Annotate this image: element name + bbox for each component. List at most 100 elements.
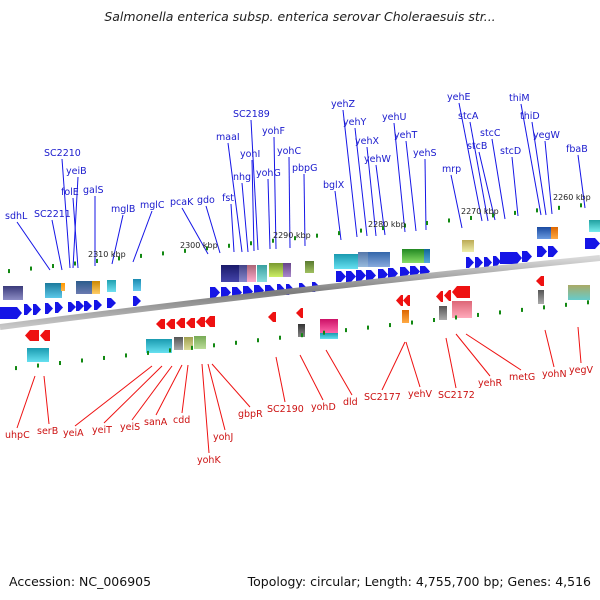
leader-line: [211, 363, 251, 408]
gene-label-pcaK: pcaK: [170, 197, 194, 208]
leader-line: [155, 364, 183, 416]
tick-mark: [37, 363, 39, 368]
forward-gene-arrow: [33, 304, 41, 315]
tick-mark: [558, 205, 560, 210]
leader-line: [450, 174, 463, 229]
leader-line: [273, 136, 277, 250]
forward-gene-arrow: [210, 287, 220, 298]
tick-mark: [360, 228, 362, 233]
leader-line: [544, 140, 553, 215]
tick-mark: [81, 358, 83, 363]
feature-band: [452, 301, 472, 318]
reverse-strand-genes: [25, 276, 544, 341]
reverse-gene-arrow: [536, 276, 544, 286]
tick-mark: [103, 355, 105, 360]
tick-mark: [470, 215, 472, 220]
gene-label-serB: serB: [37, 426, 58, 437]
gene-label-stcD: stcD: [500, 146, 521, 157]
forward-gene-arrow: [466, 257, 474, 268]
gene-label-yohD: yohD: [311, 402, 336, 413]
gene-label-SC2190: SC2190: [267, 404, 304, 415]
tick-mark: [455, 315, 457, 320]
gene-label-yeiT: yeiT: [92, 425, 112, 436]
gene-label-yehY: yehY: [343, 117, 366, 128]
feature-band: [589, 220, 600, 232]
feature-band: [368, 252, 390, 267]
gene-label-sdhL: sdhL: [5, 211, 28, 222]
leader-line: [207, 363, 226, 431]
leader-line: [478, 151, 496, 221]
feature-band: [551, 227, 558, 239]
gene-label-yegW: yegW: [533, 130, 560, 141]
forward-gene-arrow: [133, 296, 141, 306]
genome-backbone: [0, 255, 600, 330]
gene-label-yehW: yehW: [364, 154, 391, 165]
gene-label-yehS: yehS: [413, 148, 437, 159]
gene-label-mglB: mglB: [111, 204, 135, 215]
gene-label-metG: metG: [509, 372, 535, 383]
leader-line: [577, 326, 582, 364]
gene-label-yehU: yehU: [382, 112, 406, 123]
feature-band: [537, 227, 551, 239]
forward-strand-genes: [0, 238, 600, 319]
reverse-gene-arrow: [156, 319, 165, 329]
leader-line: [201, 363, 210, 454]
leader-line: [16, 375, 36, 429]
tick-mark: [411, 320, 413, 325]
leader-line: [577, 154, 586, 209]
leader-line: [381, 341, 406, 391]
leader-line: [375, 164, 386, 236]
leader-line: [230, 203, 235, 253]
leader-line: [181, 364, 189, 414]
reverse-gene-arrow: [436, 291, 443, 302]
position-label: 2280 kbp: [368, 220, 406, 229]
leader-line: [131, 365, 173, 421]
reverse-gene-arrow: [166, 319, 175, 329]
leader-line: [51, 219, 63, 271]
tick-mark: [52, 264, 54, 269]
forward-gene-arrow: [484, 257, 492, 268]
tick-mark: [191, 345, 193, 350]
tick-mark: [543, 305, 545, 310]
forward-gene-arrow: [346, 271, 356, 282]
tick-mark: [279, 335, 281, 340]
leader-line: [469, 121, 489, 222]
gene-label-galS: galS: [83, 185, 104, 196]
tick-mark: [162, 251, 164, 256]
leader-line: [511, 156, 519, 217]
tick-mark: [565, 302, 567, 307]
feature-band: [247, 265, 256, 282]
gene-label-mrp: mrp: [442, 164, 461, 175]
feature-tracks: [3, 220, 600, 362]
gene-label-yehR: yehR: [478, 378, 502, 389]
forward-gene-arrow: [68, 302, 76, 312]
map-title: Salmonella enterica subsp. enterica sero…: [104, 9, 496, 24]
tick-mark: [96, 258, 98, 263]
forward-gene-arrow: [537, 246, 547, 257]
tick-mark: [235, 340, 237, 345]
gene-label-pbpG: pbpG: [292, 163, 317, 174]
feature-band: [439, 306, 447, 320]
gene-label-SC2189: SC2189: [233, 109, 270, 120]
gene-label-yohJ: yohJ: [213, 432, 233, 443]
leader-line: [61, 158, 71, 269]
forward-gene-arrow: [493, 256, 501, 267]
tick-mark: [272, 238, 274, 243]
forward-gene-arrow: [378, 269, 388, 280]
position-label: 2270 kbp: [461, 207, 499, 216]
feature-band: [27, 348, 49, 362]
leader-line: [393, 122, 406, 233]
forward-gene-arrow: [336, 271, 346, 282]
tick-mark: [301, 333, 303, 338]
leader-line: [445, 337, 457, 389]
position-label: 2290 kbp: [273, 231, 311, 240]
tick-mark: [213, 343, 215, 348]
gene-label-sanA: sanA: [144, 417, 168, 428]
feature-band: [402, 249, 424, 263]
feature-band: [146, 339, 172, 353]
feature-band: [107, 280, 116, 292]
leader-line: [458, 102, 483, 222]
feature-band: [239, 265, 247, 282]
reverse-gene-arrow: [452, 286, 470, 298]
feature-band: [305, 261, 314, 273]
